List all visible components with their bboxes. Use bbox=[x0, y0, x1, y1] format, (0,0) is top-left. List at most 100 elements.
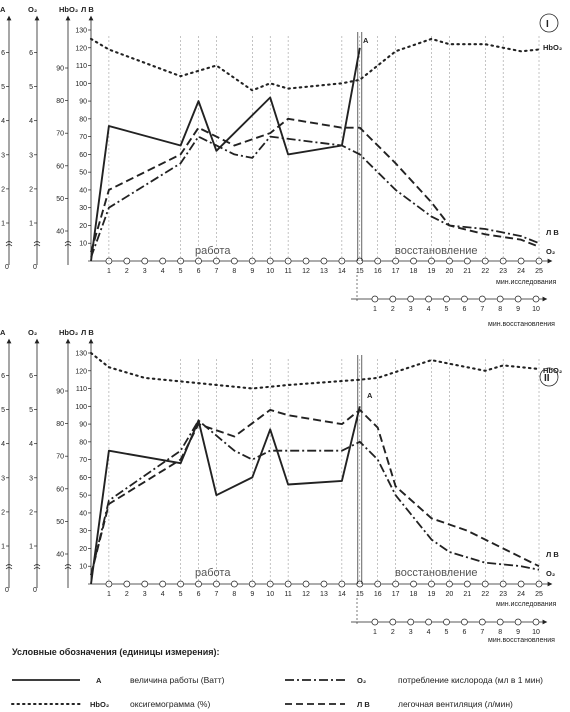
panel-1-lv-tick-label: 30 bbox=[79, 205, 87, 212]
panel-1-x-tick-label: 2 bbox=[125, 268, 129, 275]
panel-2-hbo2-axis-tick-label: 60 bbox=[56, 486, 64, 493]
panel-1-hbo2-axis-tick-label: 50 bbox=[56, 196, 64, 203]
panel-2-o2-axis-tick-label: 5 bbox=[29, 407, 33, 414]
panel-2-o2-axis-title: О₂ bbox=[28, 328, 37, 337]
panel-1-recovery-tick bbox=[532, 295, 540, 303]
panel-1-lv-tick-label: 10 bbox=[79, 241, 87, 248]
panel-2-lv-tick-label: 130 bbox=[75, 351, 87, 358]
panel-2-x-tick-label: 4 bbox=[161, 591, 165, 598]
panel-1-recovery-tick bbox=[496, 295, 504, 303]
legend-symbol-o2: О₂ bbox=[357, 676, 366, 685]
panel-2-a-axis-tick-label: 1 bbox=[1, 544, 5, 551]
panel-1-recovery-tick bbox=[371, 295, 379, 303]
panel-1-hbo2-axis-tick-label: 70 bbox=[56, 131, 64, 138]
panel-2-a-axis-tick-label: 2 bbox=[1, 509, 5, 516]
panel-2-axis-break bbox=[64, 564, 72, 570]
panel-2-x-tick-label: 18 bbox=[410, 591, 418, 598]
panel-2-lv-tick-label: 70 bbox=[79, 457, 87, 464]
panel-2-recovery-tick-label: 10 bbox=[532, 629, 540, 636]
panel-2-lv-tick-label: 120 bbox=[75, 368, 87, 375]
panel-2-o2-axis-tick-label: 4 bbox=[29, 441, 33, 448]
panel-2-recovery-tick bbox=[478, 618, 486, 626]
panel-2-recovery-tick-label: 2 bbox=[391, 629, 395, 636]
panel-2-a-axis-tick-label: 4 bbox=[1, 441, 5, 448]
panel-2-hbo2-axis-tick-label: 90 bbox=[56, 389, 64, 396]
panel-2-lv-tick-label: 20 bbox=[79, 546, 87, 553]
panel-2-o2-axis-tick-label: 2 bbox=[29, 509, 33, 516]
panel-1-end-label-lv: Л В bbox=[546, 228, 559, 237]
panel-1-x-tick-label: 22 bbox=[481, 268, 489, 275]
panel-1-a-axis-zero: 0 bbox=[5, 264, 9, 271]
panel-2-recovery-tick-label: 7 bbox=[480, 629, 484, 636]
panel-2-x-tick bbox=[159, 580, 167, 588]
panel-1-lv-tick-label: 40 bbox=[79, 187, 87, 194]
panel-1-lv-tick-label: 130 bbox=[75, 28, 87, 35]
panel-2-recovery-tick bbox=[389, 618, 397, 626]
panel-1-lv-tick-label: 120 bbox=[75, 45, 87, 52]
legend-text-lv: легочная вентиляция (л/мин) bbox=[398, 699, 513, 709]
panel-1-end-label-hbo2: HbO₂ bbox=[543, 43, 562, 52]
panel-2-x-tick bbox=[141, 580, 149, 588]
legend-title: Условные обозначения (единицы измерения)… bbox=[12, 647, 219, 657]
panel-2-a-axis-tick-label: 6 bbox=[1, 373, 5, 380]
panel-1-axis-break bbox=[64, 241, 72, 247]
panel-1-o2-axis-tick-label: 3 bbox=[29, 152, 33, 159]
panel-2-x-tick bbox=[320, 580, 328, 588]
panel-1-x-tick-label: 23 bbox=[499, 268, 507, 275]
panel-2-end-label-hbo2: HbO₂ bbox=[543, 366, 562, 375]
panel-2-o2-axis-tick-label: 3 bbox=[29, 475, 33, 482]
panel-1-hbo2-axis-tick-label: 60 bbox=[56, 163, 64, 170]
panel-2-lv-tick-label: 100 bbox=[75, 404, 87, 411]
panel-1-recovery-tick-label: 8 bbox=[498, 306, 502, 313]
panel-1-a-axis-title: А bbox=[0, 5, 6, 14]
panel-2-x-tick-label: 21 bbox=[463, 591, 471, 598]
panel-1-x-tick bbox=[517, 257, 525, 265]
panel-2-x-tick-label: 25 bbox=[535, 591, 543, 598]
panel-1-lv-tick-label: 110 bbox=[76, 63, 87, 70]
panel-1-lv-tick-label: 20 bbox=[79, 223, 87, 230]
panel-1-recovery-tick bbox=[461, 295, 468, 303]
panel-2-hbo2-axis-tick-label: 50 bbox=[56, 519, 64, 526]
panel-2-x-tick bbox=[517, 580, 525, 588]
panel-1-x-tick-label: 21 bbox=[463, 268, 471, 275]
panel-1-x-tick-label: 4 bbox=[161, 268, 165, 275]
panel-1-x-tick-label: 16 bbox=[374, 268, 382, 275]
panel-2-axis-break bbox=[33, 564, 41, 570]
panel-2-recovery-tick bbox=[514, 618, 522, 626]
panel-1-recovery-tick-label: 2 bbox=[391, 306, 395, 313]
panel-2-x-tick-label: 5 bbox=[179, 591, 183, 598]
panel-2-x-tick bbox=[410, 580, 417, 588]
panel-1-hbo2-axis-title: HbO₂ bbox=[59, 5, 78, 14]
panel-1-x-tick-label: 11 bbox=[284, 268, 291, 275]
panel-1-x-tick-label: 1 bbox=[107, 268, 111, 275]
panel-2-recovery-tick bbox=[407, 618, 415, 626]
legend: Условные обозначения (единицы измерения)… bbox=[11, 647, 543, 709]
panel-2-lv-tick-label: 50 bbox=[79, 493, 87, 500]
panel-2-recovery-tick-label: 8 bbox=[498, 629, 502, 636]
panel-1-o2-axis-tick-label: 6 bbox=[29, 50, 33, 57]
panel-2-lv-tick-label: 90 bbox=[79, 422, 87, 429]
panel-1-recovery-tick-label: 1 bbox=[373, 306, 377, 313]
panel-1-recovery-tick-label: 6 bbox=[462, 306, 466, 313]
panel-2-x-tick-label: 7 bbox=[214, 591, 218, 598]
panel-2-end-label-o2: О₂ bbox=[546, 569, 555, 578]
panel-1-end-label-o2: О₂ bbox=[546, 247, 555, 256]
panel-1-recovery-tick bbox=[425, 295, 432, 303]
panel-1-o2-axis-tick-label: 4 bbox=[29, 118, 33, 125]
panel-1-hbo2-axis-tick-label: 40 bbox=[56, 229, 64, 236]
panel-1-o2-axis-tick-label: 2 bbox=[29, 186, 33, 193]
panel-2-a-axis-zero: 0 bbox=[5, 587, 9, 594]
panel-1-x-tick-label: 19 bbox=[428, 268, 436, 275]
legend-text-a: величина работы (Ватт) bbox=[130, 675, 225, 685]
panel-2-hbo2-axis-tick-label: 80 bbox=[56, 421, 64, 428]
panel-1-x-tick-label: 8 bbox=[232, 268, 236, 275]
panel-1-a-axis-tick-label: 5 bbox=[1, 84, 5, 91]
panel-1-o2-axis-title: О₂ bbox=[28, 5, 37, 14]
panel-1-recovery-tick-label: 3 bbox=[409, 306, 413, 313]
panel-1-recovery-tick-label: 10 bbox=[532, 306, 540, 313]
panel-1-end-label-a: А bbox=[363, 36, 369, 45]
svg-text:II: II bbox=[544, 373, 550, 384]
panel-1-x-tick-label: 20 bbox=[446, 268, 454, 275]
panel-1-series-a bbox=[90, 47, 361, 262]
